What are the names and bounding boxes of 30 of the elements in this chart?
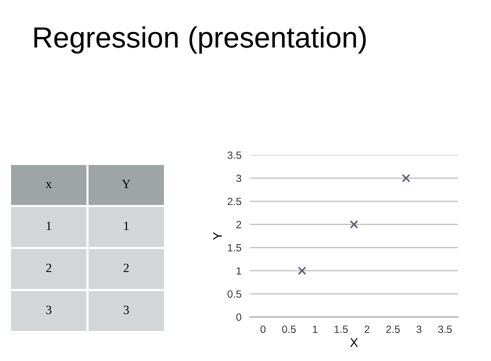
category-label: Y <box>122 180 130 188</box>
text: 1 <box>124 222 129 230</box>
text: 3 <box>124 306 129 314</box>
x-tick-label: 2.5 <box>386 326 400 333</box>
x-tick-label: 3 <box>416 326 422 333</box>
y-axis-title: Y <box>213 232 222 240</box>
y-tick-label: 1 <box>236 267 242 274</box>
text: 2 <box>46 264 52 272</box>
y-tick-label: 0.5 <box>228 290 242 298</box>
x-tick-label: 2 <box>364 326 370 333</box>
y-tick-label: 0 <box>236 314 242 321</box>
category-label: x <box>46 182 52 188</box>
x-tick-label: 1.5 <box>334 326 348 333</box>
point <box>350 220 358 229</box>
x-tick-label: 0 <box>260 326 266 333</box>
point <box>402 174 410 182</box>
x-tick-label: 0.5 <box>282 326 296 333</box>
x-axis-title: X <box>350 338 358 347</box>
text: 1 <box>46 222 52 230</box>
y-tick-label: 2.5 <box>228 198 242 206</box>
y-tick-label: 3 <box>236 174 242 182</box>
x-tick-label: 1 <box>312 326 318 333</box>
x-tick-label: 3.5 <box>438 326 452 333</box>
text: 2 <box>124 264 129 272</box>
point <box>298 266 306 275</box>
y-tick-label: 3.5 <box>228 152 242 159</box>
text: Regression (presentation) <box>34 26 366 54</box>
y-tick-label: 1.5 <box>228 244 242 252</box>
text: 3 <box>46 306 52 314</box>
y-tick-label: 2 <box>236 220 242 228</box>
